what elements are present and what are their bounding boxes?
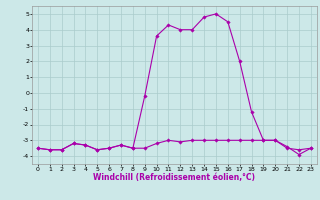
X-axis label: Windchill (Refroidissement éolien,°C): Windchill (Refroidissement éolien,°C) xyxy=(93,173,255,182)
